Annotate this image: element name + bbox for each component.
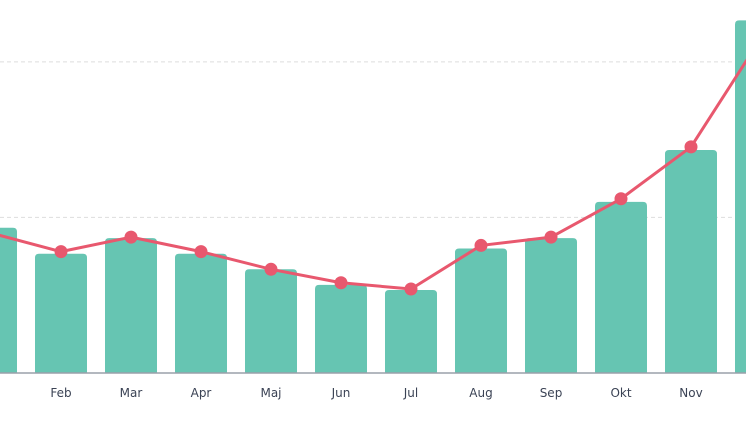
bar (455, 248, 507, 373)
bar (0, 227, 17, 373)
line-point (474, 238, 488, 252)
bar-series (0, 20, 746, 373)
line-point (614, 192, 628, 206)
bar (385, 290, 437, 373)
x-tick-label: Mar (120, 386, 143, 400)
line-point (404, 282, 418, 296)
line-point (194, 245, 208, 259)
line-point (54, 245, 68, 259)
bar (525, 238, 577, 373)
x-tick-label: Nov (679, 386, 702, 400)
x-tick-label: Aug (469, 386, 492, 400)
line-point (334, 276, 348, 290)
x-tick-label: Jul (403, 386, 418, 400)
bar (665, 150, 717, 373)
line-point (684, 140, 698, 154)
x-tick-label: Apr (191, 386, 212, 400)
bar (595, 201, 647, 373)
x-tick-label: Maj (260, 386, 281, 400)
bar (315, 284, 367, 373)
bar (175, 253, 227, 373)
x-tick-label: Okt (610, 386, 631, 400)
bar (735, 20, 746, 373)
bar (35, 253, 87, 373)
x-tick-labels: Feb Mar Apr Maj Jun Jul Aug Sep Okt Nov (50, 386, 702, 400)
line-point (544, 230, 558, 244)
line-point (264, 262, 278, 276)
bar (245, 269, 297, 373)
gridlines (0, 61, 746, 218)
bar (105, 238, 157, 373)
line-path (0, 58, 746, 291)
x-tick-label: Sep (540, 386, 563, 400)
line-series (0, 58, 746, 296)
x-tick-label: Feb (50, 386, 71, 400)
line-point (124, 230, 138, 244)
x-tick-label: Jun (331, 386, 351, 400)
